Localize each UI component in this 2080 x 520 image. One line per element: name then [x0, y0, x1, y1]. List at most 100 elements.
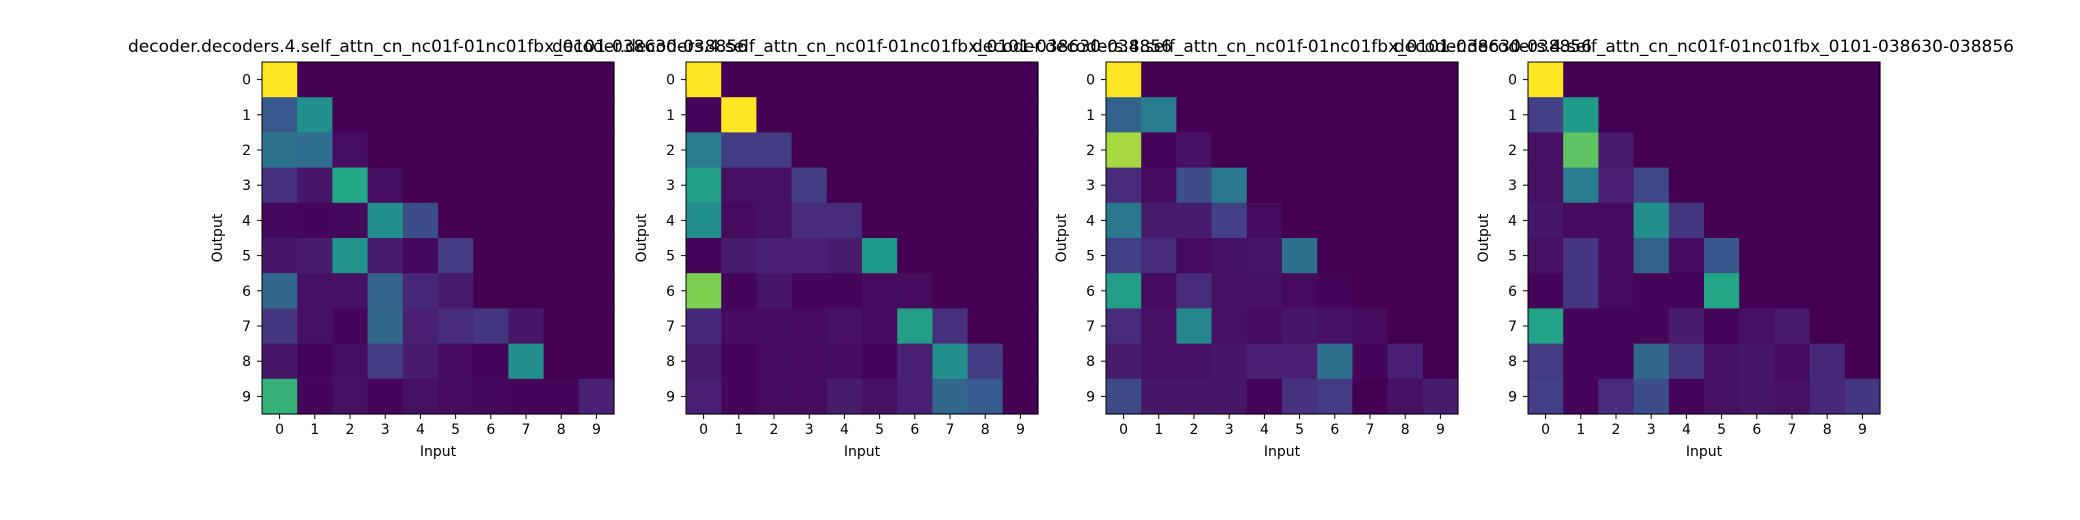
heatmap-cell: [543, 308, 580, 345]
heatmap-cell: [1774, 238, 1811, 274]
y-tick-label: 8: [1508, 354, 1517, 370]
heatmap-cell: [721, 343, 757, 380]
heatmap-cell: [1317, 378, 1353, 415]
y-tick-label: 8: [666, 354, 675, 370]
heatmap-cell: [1563, 343, 1599, 380]
heatmap-cell: [367, 62, 404, 98]
heatmap-cell: [1528, 62, 1564, 98]
heatmap-cell: [897, 308, 933, 345]
y-tick-label: 6: [666, 284, 675, 300]
heatmap-cell: [1809, 343, 1846, 380]
heatmap-cell: [1352, 167, 1389, 204]
heatmap-cell: [791, 238, 828, 274]
heatmap-cell: [332, 62, 369, 98]
x-tick-label: 9: [592, 422, 601, 438]
heatmap-cell: [1528, 238, 1564, 274]
heatmap-cell: [1317, 308, 1353, 345]
heatmap-cell: [1106, 343, 1142, 380]
heatmap-cell: [438, 132, 474, 169]
heatmap-cell: [332, 343, 369, 380]
heatmap-cell: [262, 378, 298, 415]
heatmap-cell: [826, 62, 863, 98]
heatmap-cell: [897, 238, 933, 274]
heatmap-cell: [473, 132, 509, 169]
heatmap-cell: [297, 308, 333, 345]
heatmap-cell: [721, 62, 757, 98]
y-axis-label: Output: [634, 213, 650, 262]
heatmap-cell: [1106, 378, 1142, 415]
heatmap-cell: [543, 273, 580, 309]
heatmap-cell: [791, 97, 828, 133]
y-tick-label: 4: [1086, 213, 1095, 229]
heatmap-cell: [1704, 378, 1740, 415]
heatmap-cell: [262, 238, 298, 274]
y-tick-label: 6: [242, 284, 251, 300]
heatmap-cell: [1282, 132, 1318, 169]
heatmap-cell: [967, 202, 1004, 239]
x-tick-label: 1: [734, 422, 743, 438]
heatmap-cell: [1704, 167, 1740, 204]
heatmap-cell: [578, 378, 615, 415]
heatmap-cell: [1844, 202, 1881, 239]
heatmap-cell: [791, 167, 828, 204]
x-tick-label: 7: [1788, 422, 1797, 438]
heatmap-cell: [543, 62, 580, 98]
heatmap-cell: [1844, 167, 1881, 204]
heatmap-cell: [862, 378, 898, 415]
heatmap-cell: [1809, 378, 1846, 415]
heatmap-cell: [862, 167, 898, 204]
y-tick-label: 2: [1086, 143, 1095, 159]
x-tick-label: 5: [1295, 422, 1304, 438]
heatmap-cell: [367, 97, 404, 133]
heatmap-cell: [1141, 308, 1177, 345]
x-tick-label: 8: [557, 422, 566, 438]
heatmap-cell: [543, 202, 580, 239]
heatmap-cell: [967, 167, 1004, 204]
heatmap-cell: [1563, 202, 1599, 239]
y-tick-label: 8: [1086, 354, 1095, 370]
heatmap-cell: [1774, 343, 1811, 380]
heatmap-cell: [332, 97, 369, 133]
heatmap-cell: [1633, 202, 1670, 239]
x-tick-label: 6: [1330, 422, 1339, 438]
heatmap-cell: [1704, 273, 1740, 309]
heatmap-cell: [897, 62, 933, 98]
heatmap-cell: [686, 132, 722, 169]
heatmap-cell: [1246, 97, 1283, 133]
heatmap-cell: [1739, 62, 1775, 98]
heatmap-panel-4: decoder.decoders.4.self_attn_cn_nc01f-01…: [1394, 37, 2014, 460]
heatmap-cell: [438, 167, 474, 204]
heatmap-cell: [721, 167, 757, 204]
heatmap-cell: [1598, 167, 1635, 204]
heatmap-cell: [332, 378, 369, 415]
heatmap-cell: [1422, 62, 1459, 98]
heatmap-cell: [297, 132, 333, 169]
heatmap-cell: [1211, 308, 1248, 345]
heatmap-cell: [1387, 273, 1424, 309]
x-tick-label: 1: [310, 422, 319, 438]
heatmap-cell: [1211, 202, 1248, 239]
heatmap-cell: [862, 97, 898, 133]
heatmap-cell: [791, 62, 828, 98]
heatmap-cell: [1387, 238, 1424, 274]
heatmap-cell: [1282, 202, 1318, 239]
y-tick-label: 3: [1508, 178, 1517, 194]
heatmap-cell: [1528, 202, 1564, 239]
heatmap-cell: [1739, 238, 1775, 274]
x-tick-label: 0: [1119, 422, 1128, 438]
heatmap-cell: [1246, 238, 1283, 274]
heatmap-cell: [402, 97, 439, 133]
heatmap-panel-2: decoder.decoders.4.self_attn_cn_nc01f-01…: [552, 37, 1172, 460]
y-tick-label: 4: [242, 213, 251, 229]
heatmap-cell: [1528, 378, 1564, 415]
heatmap-cell: [578, 202, 615, 239]
heatmap-cell: [578, 308, 615, 345]
heatmap-cell: [1739, 308, 1775, 345]
heatmap-cell: [1211, 97, 1248, 133]
heatmap-cell: [1002, 202, 1039, 239]
heatmap-cell: [438, 97, 474, 133]
panel-title: decoder.decoders.4.self_attn_cn_nc01f-01…: [1394, 37, 2014, 57]
heatmap-cell: [721, 238, 757, 274]
heatmap-cell: [1282, 273, 1318, 309]
heatmap-cell: [1633, 273, 1670, 309]
